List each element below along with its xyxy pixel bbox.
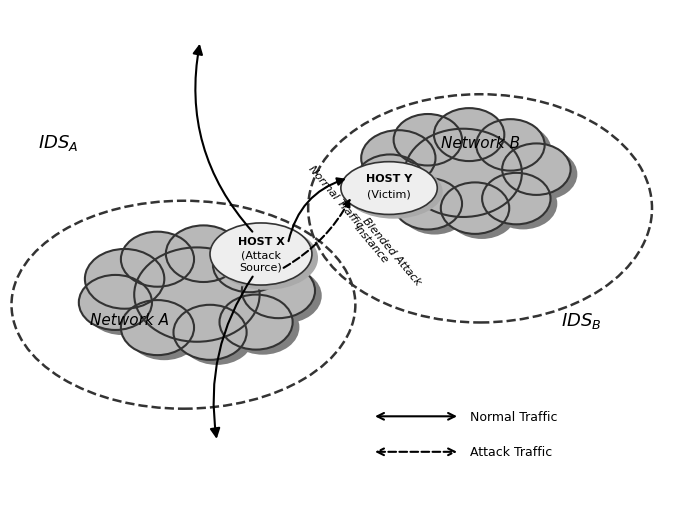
Circle shape <box>85 249 165 309</box>
Text: Normal Traffic: Normal Traffic <box>306 163 364 230</box>
Circle shape <box>434 109 504 162</box>
Circle shape <box>483 125 551 176</box>
Circle shape <box>356 155 424 207</box>
Circle shape <box>219 295 292 350</box>
Circle shape <box>213 238 286 293</box>
Text: Blended Attack
Instance: Blended Attack Instance <box>352 215 423 294</box>
Circle shape <box>242 264 315 319</box>
Circle shape <box>91 254 171 314</box>
Circle shape <box>509 149 577 201</box>
Circle shape <box>173 305 246 360</box>
Circle shape <box>248 269 322 324</box>
Text: Attack Traffic: Attack Traffic <box>470 445 552 459</box>
Circle shape <box>141 253 266 347</box>
Circle shape <box>121 232 194 287</box>
Text: Network B: Network B <box>441 135 520 151</box>
Circle shape <box>226 300 299 355</box>
Circle shape <box>85 280 158 335</box>
Circle shape <box>173 231 248 288</box>
Ellipse shape <box>341 162 437 215</box>
Circle shape <box>400 184 468 235</box>
Text: Network A: Network A <box>90 313 169 328</box>
Text: HOST X: HOST X <box>238 237 284 247</box>
Text: Normal Traffic: Normal Traffic <box>470 410 557 423</box>
Ellipse shape <box>210 223 312 286</box>
Circle shape <box>79 275 152 330</box>
Text: HOST Y: HOST Y <box>366 174 412 184</box>
Circle shape <box>219 243 293 298</box>
Circle shape <box>489 179 557 230</box>
Text: $IDS_B$: $IDS_B$ <box>561 310 601 330</box>
Circle shape <box>447 188 516 240</box>
Circle shape <box>363 160 431 212</box>
Circle shape <box>393 179 462 230</box>
Circle shape <box>393 115 462 166</box>
Text: $IDS_A$: $IDS_A$ <box>39 133 79 153</box>
Circle shape <box>400 120 468 171</box>
Circle shape <box>362 131 435 187</box>
Circle shape <box>476 120 544 172</box>
Circle shape <box>121 300 194 355</box>
Circle shape <box>441 183 509 235</box>
Circle shape <box>128 237 201 292</box>
Circle shape <box>368 136 442 192</box>
Text: (Victim): (Victim) <box>367 189 411 199</box>
Circle shape <box>166 226 241 282</box>
Circle shape <box>412 134 529 222</box>
Text: Source): Source) <box>240 262 282 272</box>
Ellipse shape <box>345 166 442 218</box>
Circle shape <box>134 248 259 342</box>
Circle shape <box>405 129 522 217</box>
Circle shape <box>502 144 571 195</box>
Circle shape <box>180 310 253 365</box>
Circle shape <box>441 114 511 167</box>
Text: (Attack: (Attack <box>241 249 281 260</box>
Circle shape <box>482 174 550 225</box>
Ellipse shape <box>215 228 318 290</box>
Circle shape <box>128 305 201 360</box>
